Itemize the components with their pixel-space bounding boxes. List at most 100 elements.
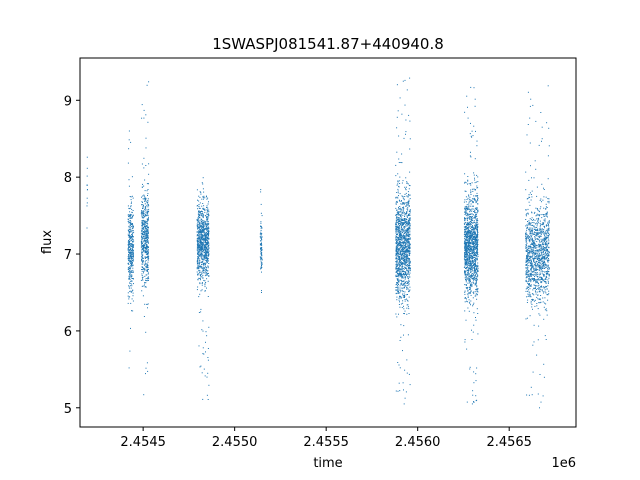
data-point [544, 218, 546, 220]
data-point [129, 278, 131, 280]
data-point [472, 190, 474, 192]
data-point [402, 256, 404, 258]
data-point [130, 274, 132, 276]
data-point [468, 256, 470, 258]
data-point [200, 229, 202, 230]
data-point [145, 367, 147, 369]
data-point [403, 229, 405, 231]
data-point [127, 235, 129, 236]
data-point [534, 234, 536, 235]
data-point [404, 281, 406, 283]
data-point [204, 257, 206, 259]
data-point [399, 183, 401, 184]
data-point [130, 141, 132, 143]
data-point [406, 257, 408, 259]
data-point [408, 222, 410, 224]
data-point [128, 236, 130, 238]
data-point [528, 262, 530, 263]
data-point [200, 257, 202, 259]
data-point [129, 236, 131, 238]
data-point [405, 276, 407, 278]
data-point [476, 367, 478, 369]
data-point [207, 218, 208, 220]
data-point [129, 235, 131, 237]
data-point [197, 214, 199, 216]
data-point [474, 284, 476, 286]
data-point [399, 390, 401, 392]
data-point [199, 236, 201, 238]
data-point [403, 235, 405, 236]
data-point [400, 218, 402, 220]
data-point [145, 222, 147, 224]
data-point [400, 248, 402, 250]
data-point [404, 218, 405, 219]
data-point [464, 297, 466, 299]
data-point [472, 237, 474, 239]
data-point [537, 288, 539, 290]
data-point [475, 222, 477, 224]
data-point [475, 252, 477, 253]
data-point [473, 239, 475, 240]
data-point [207, 265, 209, 267]
data-point [208, 231, 210, 233]
data-point [476, 248, 478, 249]
data-point [404, 259, 405, 261]
data-point [404, 287, 405, 289]
data-point [403, 243, 404, 245]
data-point [406, 372, 408, 374]
data-point [147, 219, 149, 220]
data-point [525, 215, 527, 217]
data-point [467, 272, 469, 274]
data-point [207, 211, 209, 213]
data-point [476, 212, 478, 213]
data-point [406, 181, 408, 183]
data-point [535, 282, 537, 284]
data-point [408, 283, 410, 285]
data-point [532, 254, 534, 256]
data-point [400, 250, 402, 252]
data-point [141, 259, 143, 261]
data-point [141, 237, 142, 239]
data-point [476, 223, 478, 225]
data-point [203, 225, 205, 227]
data-point [399, 256, 401, 257]
data-point [470, 230, 472, 232]
data-point [143, 267, 145, 269]
data-point [538, 259, 540, 261]
data-point [401, 254, 403, 256]
data-point [526, 237, 528, 239]
data-point [131, 216, 133, 218]
data-point [402, 196, 404, 197]
data-point [473, 273, 474, 275]
data-point [466, 260, 468, 262]
data-point [405, 205, 407, 207]
data-point [474, 240, 476, 242]
data-point [402, 300, 404, 302]
data-point [469, 366, 471, 368]
data-point [199, 224, 201, 226]
data-point [548, 202, 550, 204]
data-point [409, 77, 411, 79]
data-point [147, 220, 149, 222]
data-point [398, 221, 400, 222]
data-point [142, 206, 144, 208]
data-point [467, 233, 469, 235]
data-point [145, 247, 147, 249]
data-point [202, 274, 204, 276]
data-point [198, 227, 200, 229]
data-point [542, 301, 544, 303]
data-point [132, 254, 134, 256]
data-point [470, 300, 472, 302]
data-point [464, 293, 466, 295]
data-point [472, 248, 474, 250]
data-point [401, 227, 403, 229]
data-point [395, 247, 397, 249]
data-point [404, 369, 406, 371]
data-point [132, 265, 134, 267]
data-point [201, 245, 203, 247]
data-point [477, 333, 479, 335]
data-point [476, 140, 478, 142]
data-point [526, 288, 528, 289]
data-point [129, 253, 131, 255]
data-point [401, 203, 403, 205]
